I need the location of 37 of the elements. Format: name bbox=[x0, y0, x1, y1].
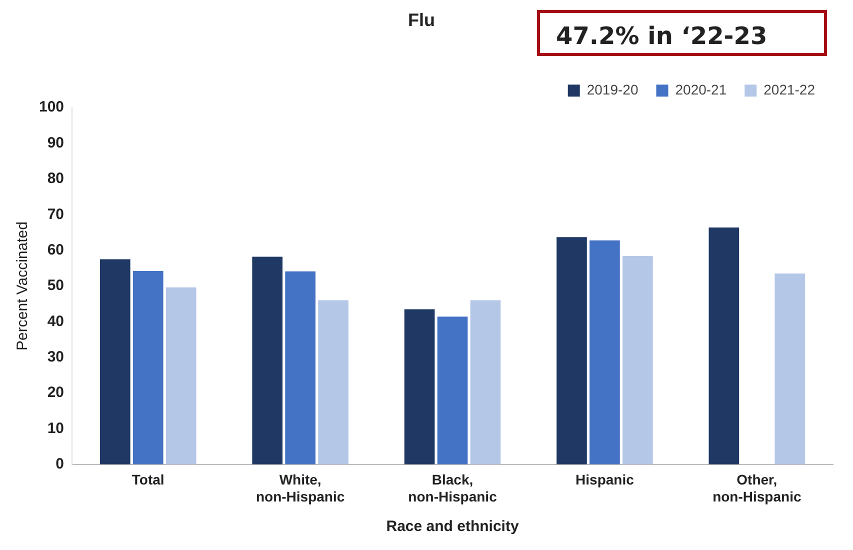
y-tick-label: 50 bbox=[47, 277, 64, 294]
bar bbox=[590, 240, 620, 464]
bar bbox=[132, 271, 164, 464]
y-tick-label: 70 bbox=[47, 206, 64, 223]
y-axis-title: Percent Vaccinated bbox=[14, 222, 32, 350]
text: 47.2% in ‘22-23 bbox=[537, 10, 827, 56]
bar bbox=[774, 274, 806, 464]
bar bbox=[252, 256, 283, 464]
bar bbox=[708, 227, 740, 464]
y-tick-label: 100 bbox=[38, 98, 64, 116]
y-tick-label: 40 bbox=[47, 312, 64, 330]
y-tick-label: 30 bbox=[47, 348, 64, 366]
bar bbox=[622, 256, 653, 464]
bar bbox=[100, 259, 130, 464]
bar bbox=[404, 309, 435, 464]
y-tick-label: 10 bbox=[47, 420, 64, 437]
y-tick-label: 20 bbox=[47, 384, 64, 402]
x-tick-label: White, non-Hispanic bbox=[256, 472, 345, 504]
x-tick-label: Hispanic bbox=[576, 472, 634, 488]
bar bbox=[556, 237, 587, 464]
x-axis-title: Race and ethnicity bbox=[386, 518, 520, 536]
y-tick-label: 60 bbox=[47, 241, 64, 258]
legend-label: 2020-21 bbox=[675, 81, 727, 98]
y-tick-label: 90 bbox=[47, 134, 64, 152]
x-tick-label: Other, non-Hispanic bbox=[712, 472, 802, 504]
bar bbox=[437, 316, 468, 464]
legend-label: 2021-22 bbox=[764, 81, 816, 98]
y-tick-label: 80 bbox=[47, 170, 64, 188]
bar bbox=[285, 271, 316, 464]
bar bbox=[318, 300, 348, 464]
legend-label: 2019-20 bbox=[586, 81, 638, 98]
bar bbox=[470, 300, 501, 464]
chart-title: Flu bbox=[408, 10, 435, 30]
x-tick-label: Black, non-Hispanic bbox=[408, 472, 498, 504]
x-tick-label: Total bbox=[132, 472, 164, 488]
y-tick-label: 0 bbox=[56, 456, 64, 473]
bar bbox=[166, 287, 196, 464]
